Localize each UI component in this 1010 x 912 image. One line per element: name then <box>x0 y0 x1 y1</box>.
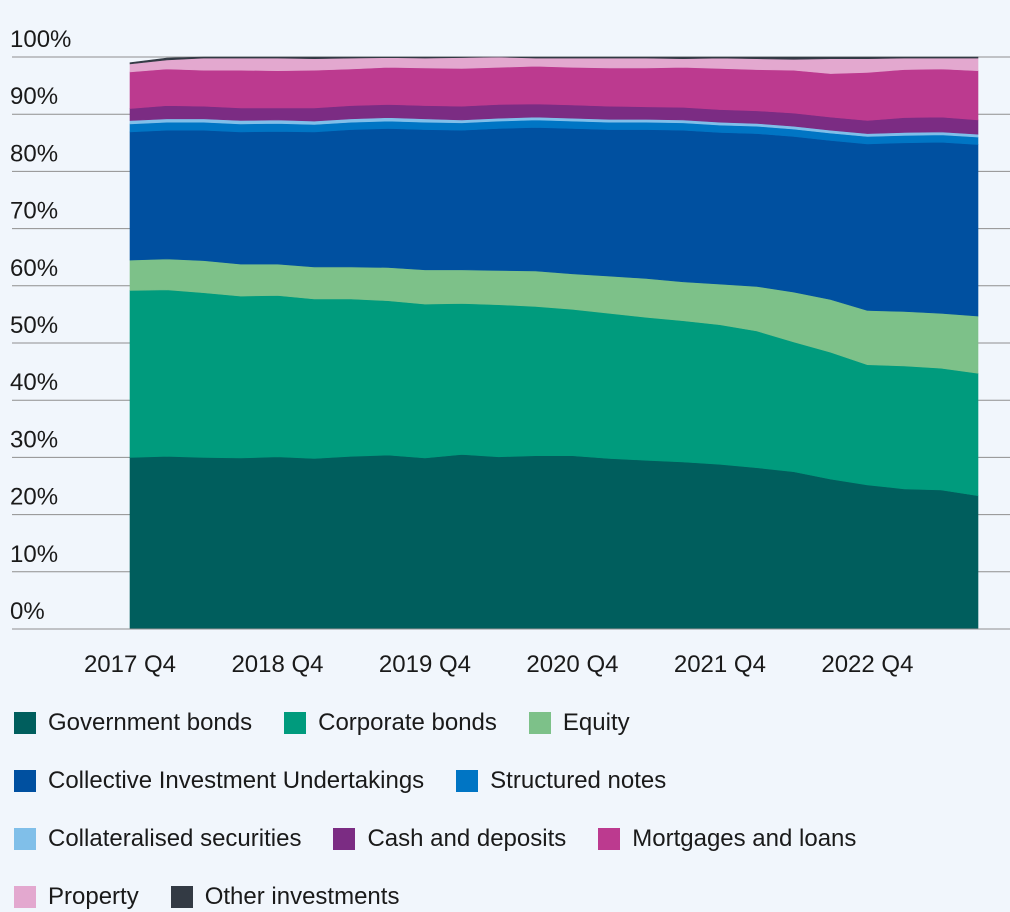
legend-swatch <box>284 712 307 734</box>
legend-swatch <box>14 828 36 850</box>
legend-swatch <box>528 712 551 734</box>
y-tick-30: 30% <box>10 426 58 453</box>
legend-label: Mortgages and loans <box>632 825 857 852</box>
x-tick-2021-q4: 2021 Q4 <box>674 651 766 678</box>
legend: Government bonds Corporate bonds Equity Col… <box>14 708 1004 912</box>
legend-label: Collective Investment Undertakings <box>48 767 425 794</box>
y-tick-90: 90% <box>10 83 58 110</box>
legend-label: Collateralised securities <box>48 825 302 852</box>
legend-swatch <box>170 886 193 908</box>
legend-item-collateralised-securities: Collateralised securities <box>14 824 301 854</box>
legend-item-property: Property <box>14 882 139 912</box>
y-tick-80: 80% <box>10 140 58 167</box>
legend-label: Property <box>48 883 139 910</box>
legend-swatch <box>333 828 356 850</box>
legend-item-cash-and-deposits: Cash and deposits <box>333 824 566 854</box>
x-tick-2017-q4: 2017 Q4 <box>84 651 176 678</box>
legend-swatch <box>14 886 36 908</box>
x-tick-2019-q4: 2019 Q4 <box>379 651 471 678</box>
legend-item-government-bonds: Government bonds <box>14 708 252 738</box>
y-tick-40: 40% <box>10 369 58 396</box>
legend-label: Other investments <box>204 883 400 910</box>
y-tick-100: 100% <box>10 26 71 53</box>
legend-label: Corporate bonds <box>318 709 497 736</box>
legend-swatch <box>456 770 479 792</box>
y-tick-70: 70% <box>10 198 58 225</box>
y-tick-60: 60% <box>10 255 58 282</box>
y-tick-10: 10% <box>10 541 58 568</box>
chart-canvas: 0% 10% 20% 30% 40% 50% 60% 70% 80% 90% 100% 2017 Q… <box>10 26 1010 678</box>
legend-item-other-investments: Other investments <box>170 882 400 912</box>
legend-swatch <box>14 712 36 734</box>
legend-label: Government bonds <box>48 709 253 736</box>
legend-swatch <box>598 828 621 850</box>
legend-item-collective-investment-undertakings: Collective Investment Undertakings <box>14 766 424 796</box>
stacked-area-chart: 0% 10% 20% 30% 40% 50% 60% 70% 80% 90% 100% 2017 Q… <box>10 26 1010 678</box>
y-tick-20: 20% <box>10 484 58 511</box>
x-tick-2018-q4: 2018 Q4 <box>231 651 323 678</box>
area-other-investments <box>129 56 979 65</box>
x-axis-tick-labels: 2017 Q4 2018 Q4 2019 Q4 2020 Q4 2021 Q4 2022 … <box>84 651 913 678</box>
legend-item-mortgages-and-loans: Mortgages and loans <box>598 824 856 854</box>
legend-item-equity: Equity <box>528 708 630 738</box>
legend-label: Structured notes <box>490 767 667 794</box>
legend-label: Equity <box>562 709 630 736</box>
y-tick-0: 0% <box>10 598 45 625</box>
legend-item-corporate-bonds: Corporate bonds <box>284 708 497 738</box>
area-series-group <box>129 56 979 630</box>
y-tick-50: 50% <box>10 312 58 339</box>
x-tick-2020-q4: 2020 Q4 <box>526 651 618 678</box>
legend-label: Cash and deposits <box>367 825 567 852</box>
legend-item-structured-notes: Structured notes <box>456 766 666 796</box>
legend-swatch <box>14 770 36 792</box>
x-tick-2022-q4: 2022 Q4 <box>821 651 913 678</box>
y-axis-tick-labels: 0% 10% 20% 30% 40% 50% 60% 70% 80% 90% 100% <box>10 26 71 625</box>
